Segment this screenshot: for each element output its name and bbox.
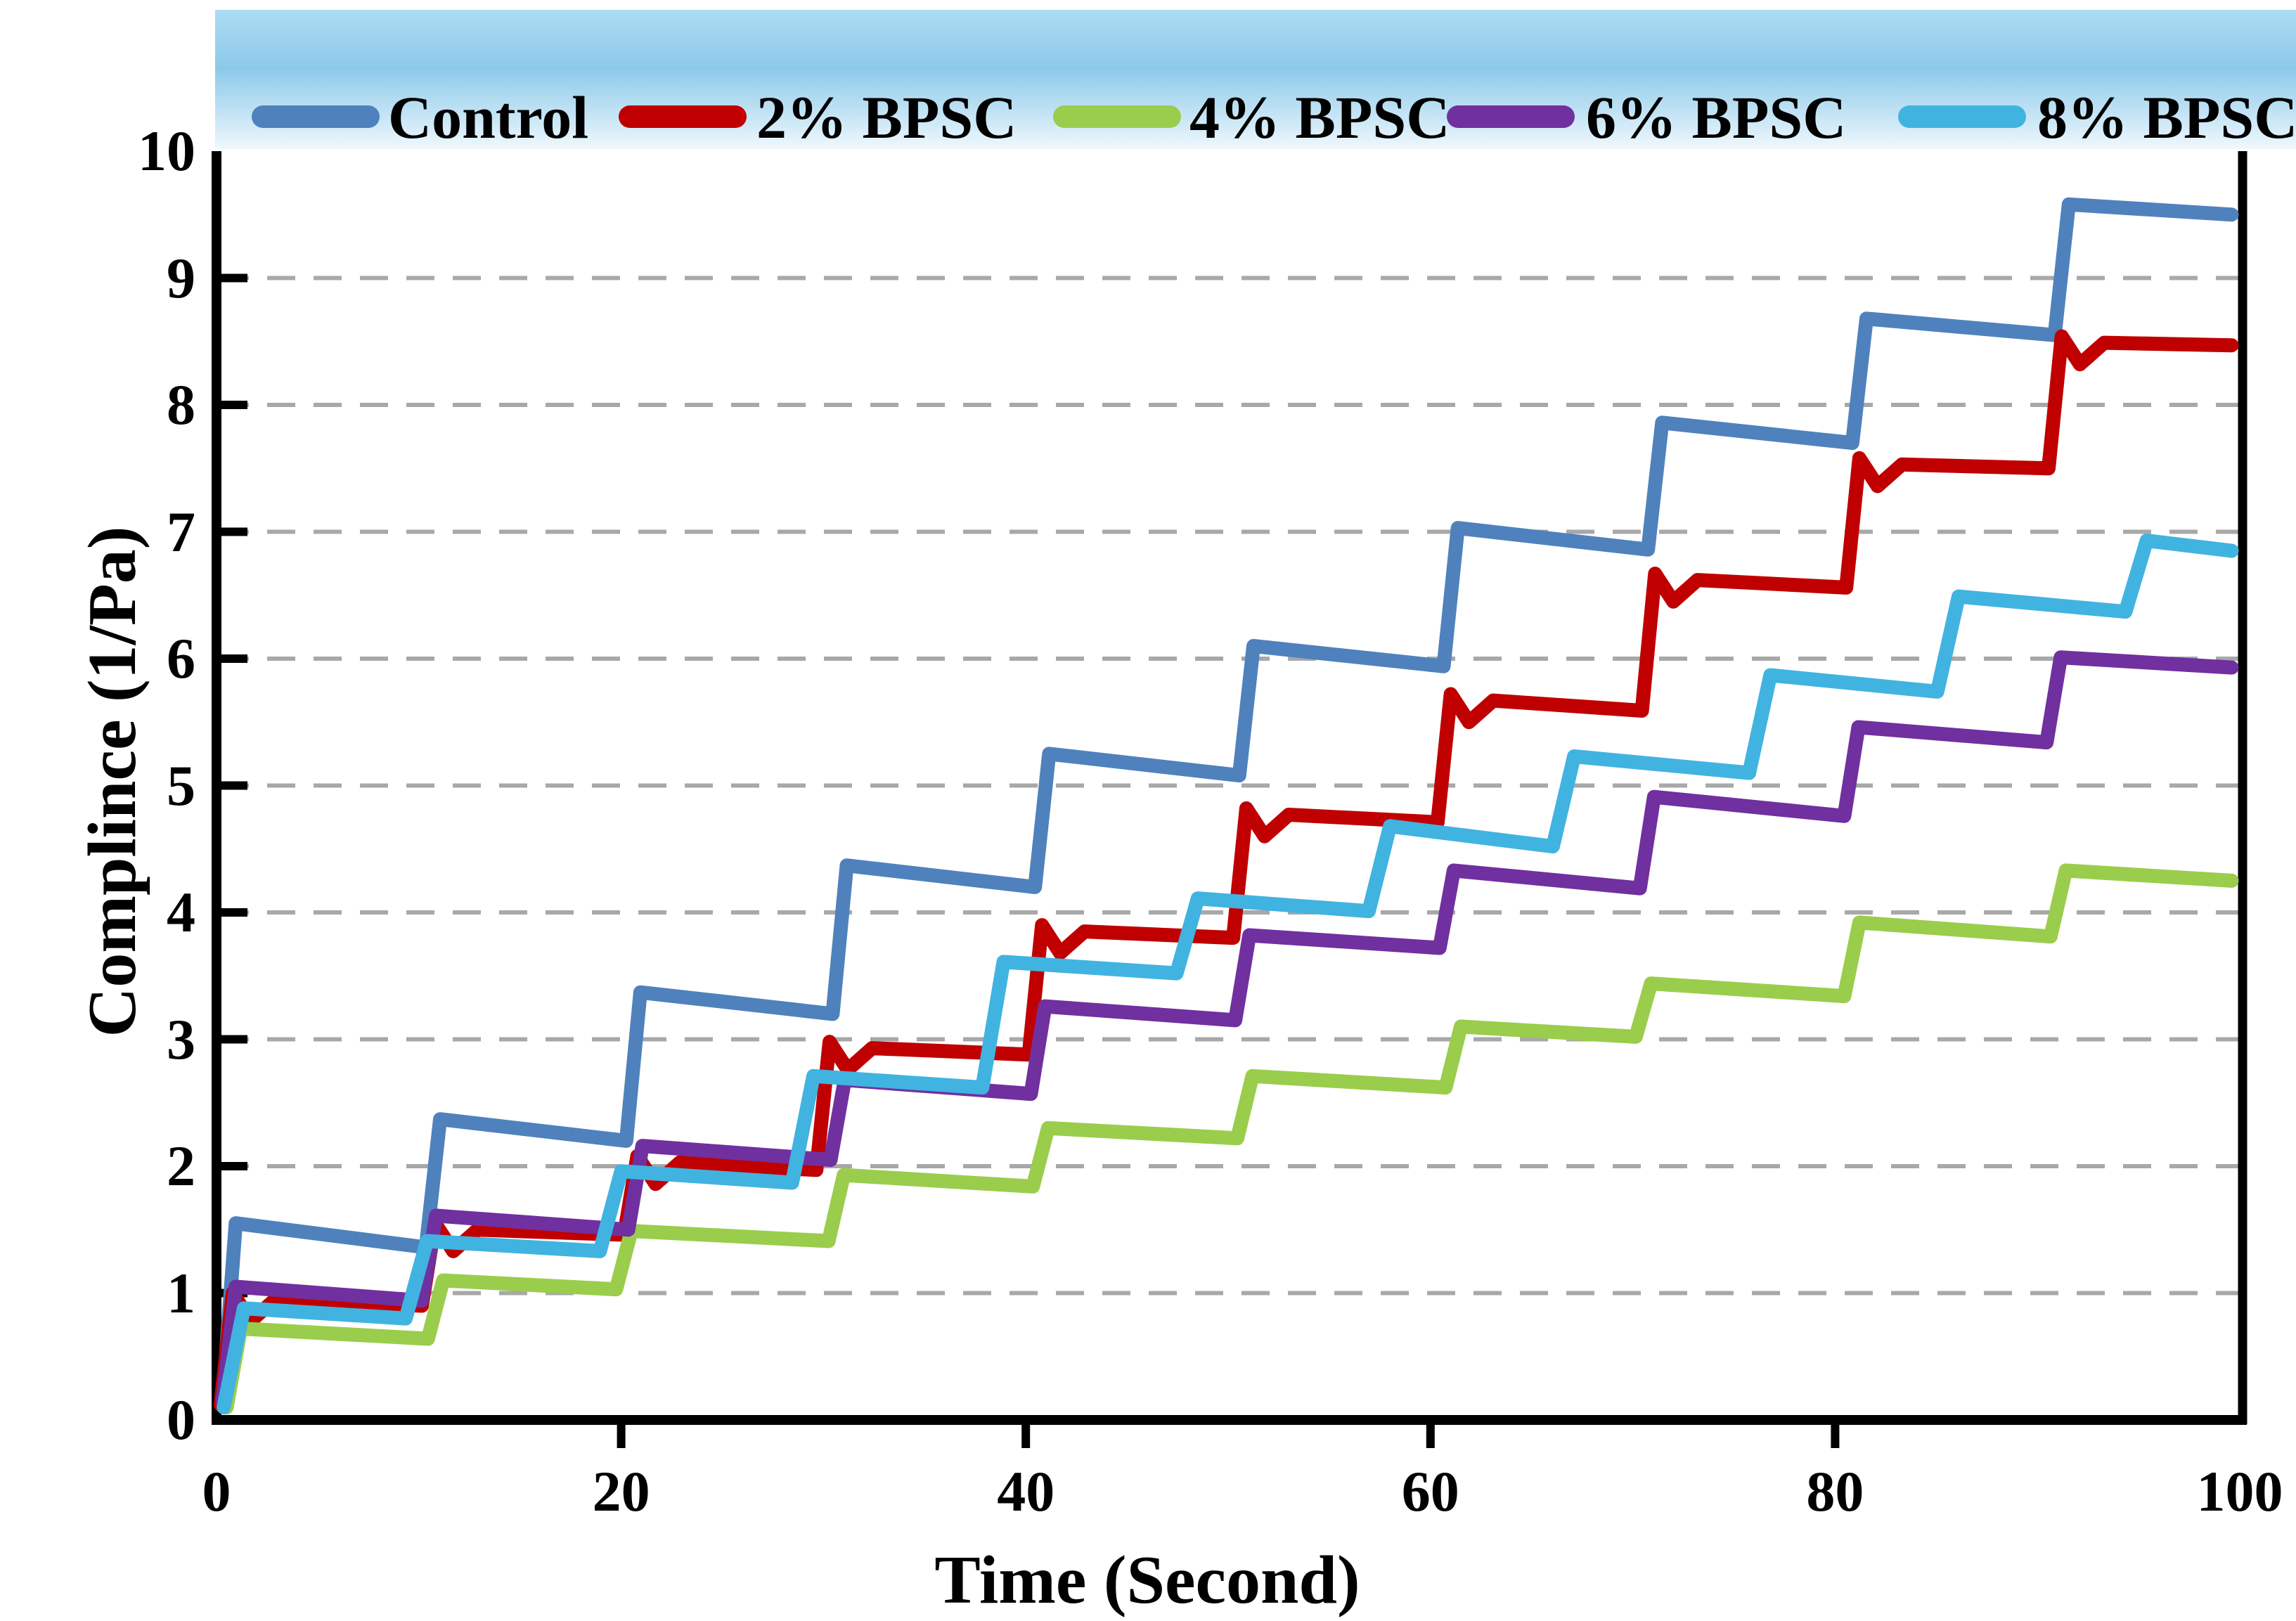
series-line-control	[215, 197, 2239, 1408]
y-tick-5: 5	[167, 753, 195, 818]
series-line-8-bpsc	[217, 534, 2239, 1414]
x-axis-title: Time (Second)	[934, 1542, 1360, 1618]
x-tick-0: 0	[202, 1459, 231, 1523]
y-tick-4: 4	[167, 880, 195, 944]
legend-label-8pct: 8% BPSC	[2037, 84, 2296, 151]
legend-label-4pct: 4% BPSC	[1189, 84, 1450, 151]
y-axis-title: Complince (1/Pa)	[75, 526, 150, 1038]
y-tick-1: 1	[167, 1260, 195, 1325]
x-tick-40: 40	[997, 1459, 1055, 1523]
y-tick-8: 8	[167, 373, 195, 437]
legend-swatch-8pct	[1898, 105, 2026, 128]
legend-swatch-2pct	[619, 105, 747, 128]
legend-swatch-4pct	[1053, 105, 1181, 128]
y-tick-3: 3	[167, 1007, 195, 1071]
series-line-6-bpsc	[215, 650, 2239, 1408]
y-tick-0: 0	[167, 1388, 195, 1452]
x-tick-60: 60	[1401, 1459, 1459, 1523]
y-tick-2: 2	[167, 1134, 195, 1198]
y-tick-10: 10	[138, 119, 195, 183]
legend-label-control: Control	[388, 84, 589, 151]
legend-swatch-6pct	[1447, 105, 1575, 128]
x-tick-100: 100	[2196, 1459, 2283, 1523]
legend-label-2pct: 2% BPSC	[756, 84, 1017, 151]
y-tick-9: 9	[167, 245, 195, 310]
x-tick-20: 20	[592, 1459, 650, 1523]
legend-label-6pct: 6% BPSC	[1586, 84, 1847, 151]
y-tick-7: 7	[167, 499, 195, 564]
x-tick-80: 80	[1806, 1459, 1864, 1523]
y-tick-6: 6	[167, 626, 195, 690]
legend-swatch-control	[252, 105, 380, 128]
series-line-4-bpsc	[219, 863, 2239, 1414]
